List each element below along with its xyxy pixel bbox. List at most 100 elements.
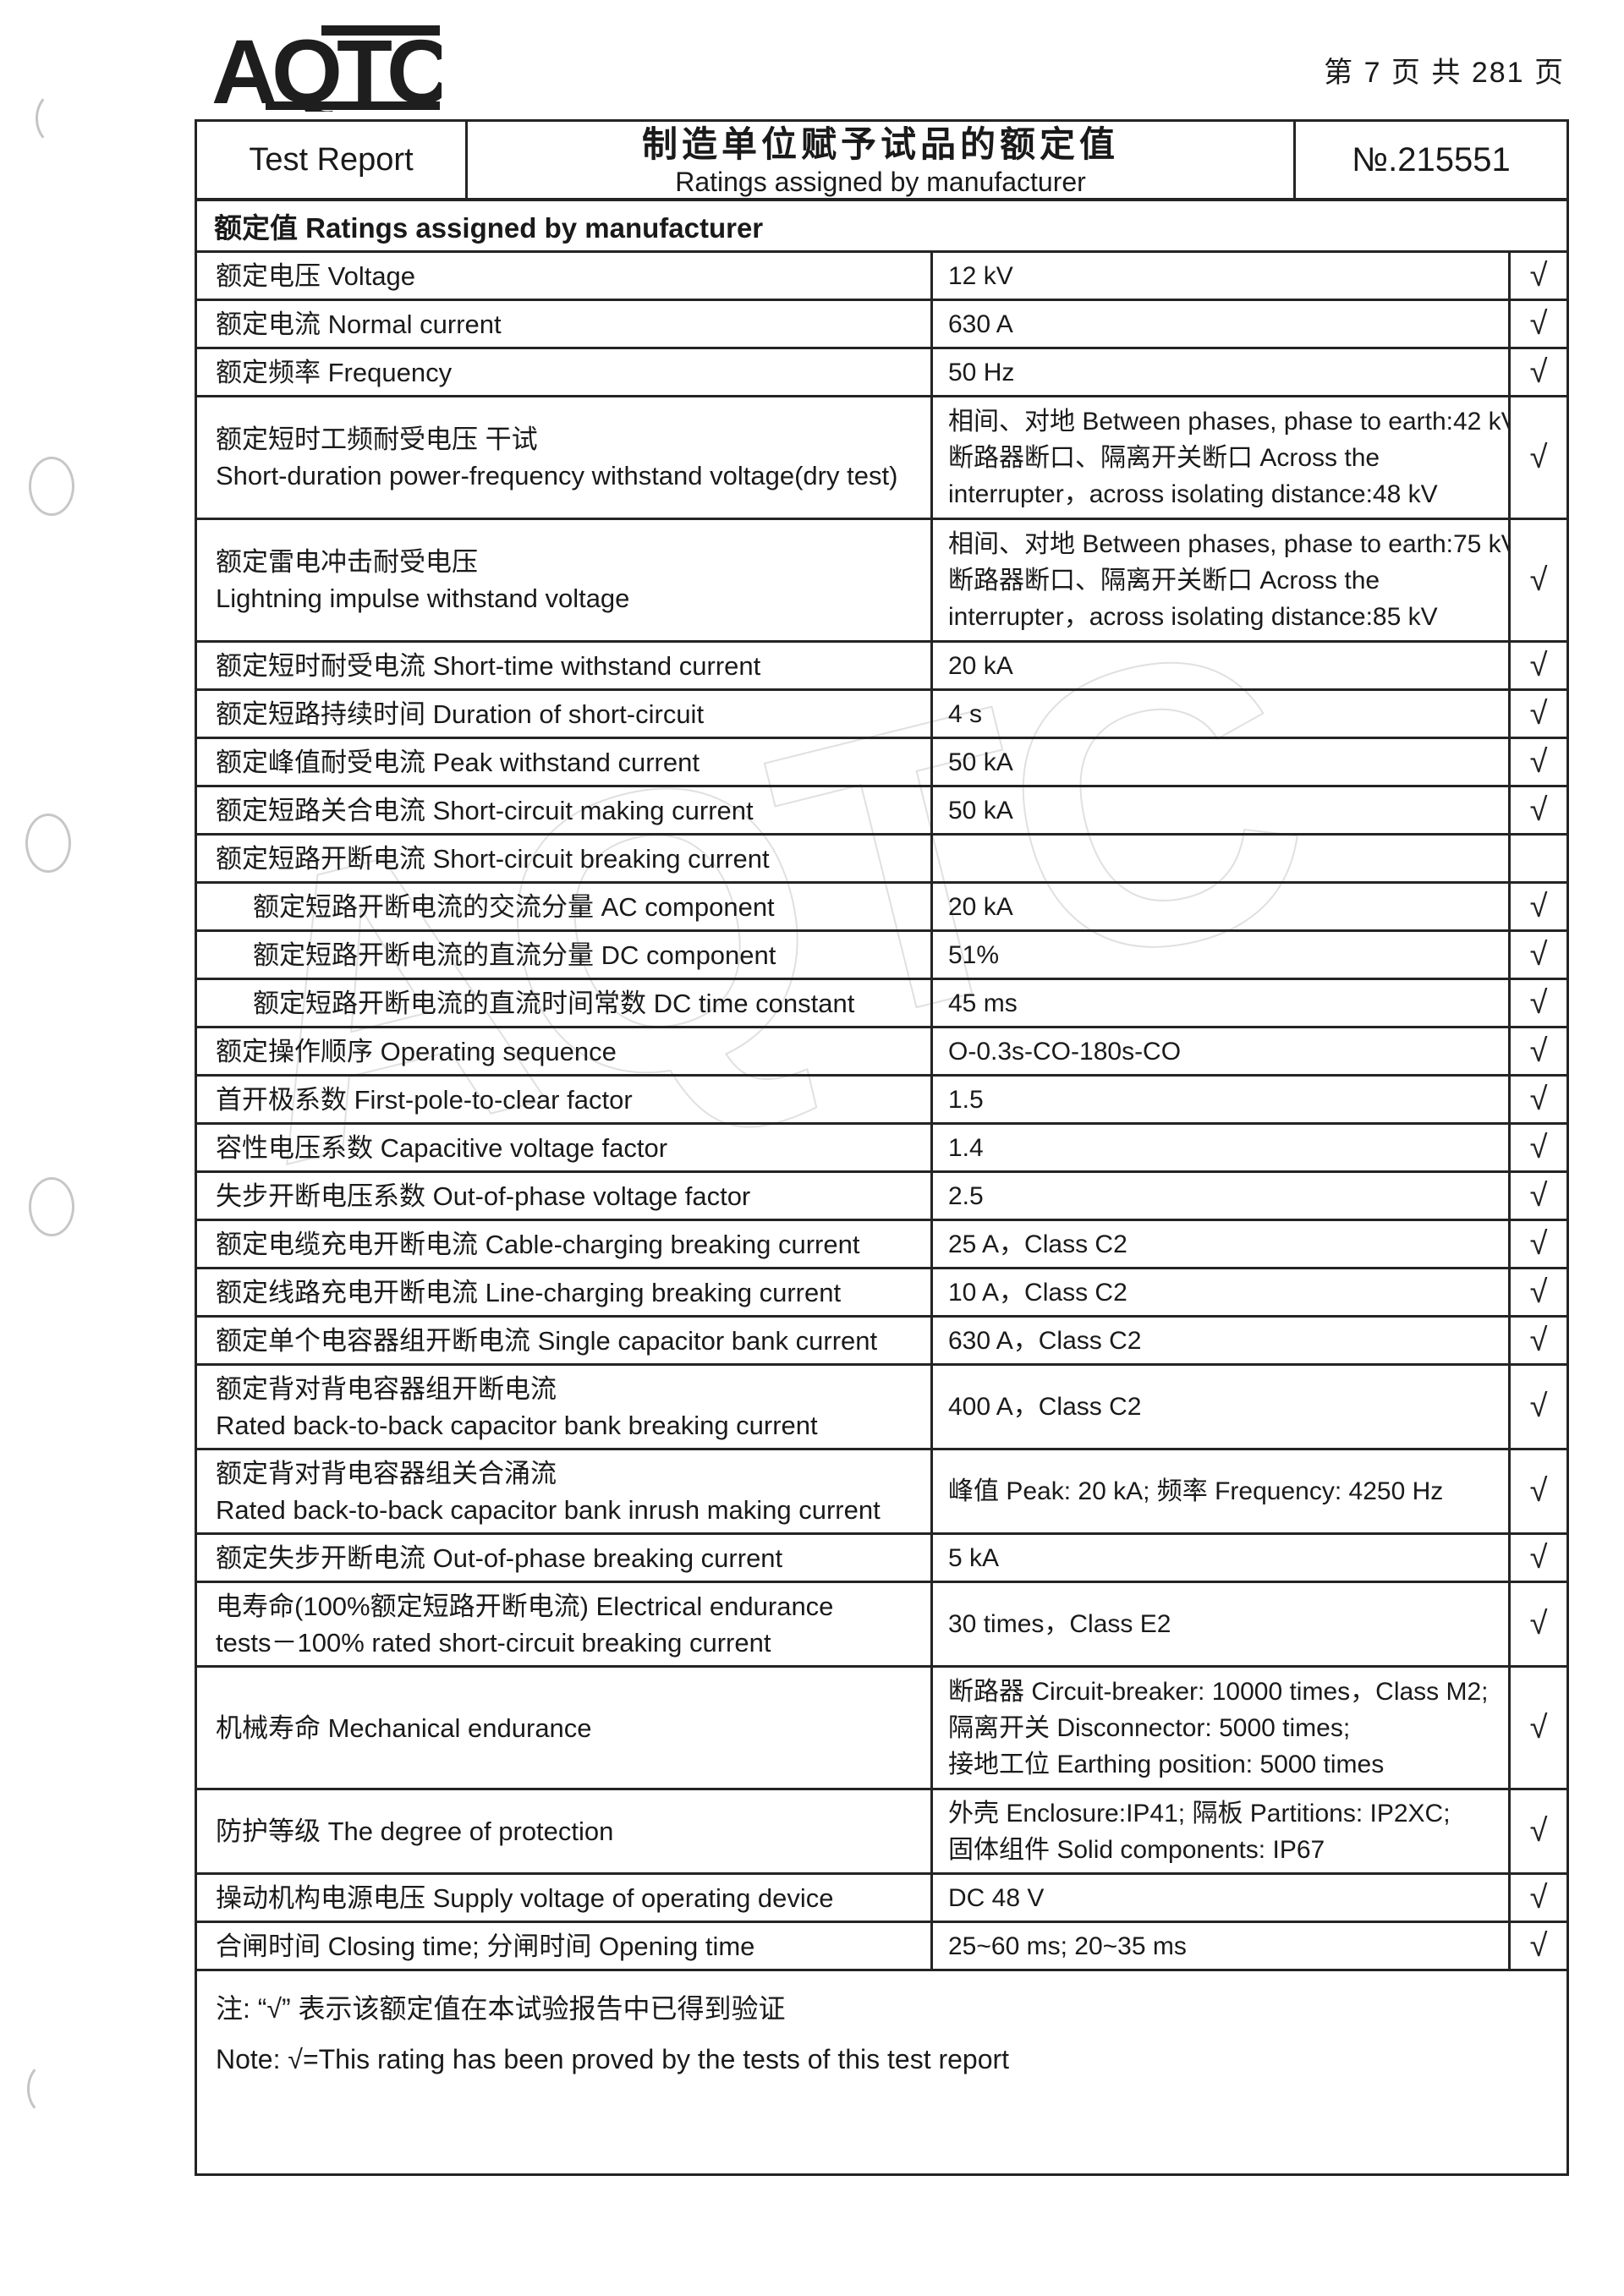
rating-label-cell: 额定短时工频耐受电压 干试 Short-duration power-freque… bbox=[195, 395, 933, 520]
value-line: 外壳 Enclosure:IP41; 隔板 Partitions: IP2XC; bbox=[948, 1799, 1451, 1827]
rating-label-cell: 额定电缆充电开断电流 Cable-charging breaking curre… bbox=[195, 1219, 933, 1269]
check-icon: √ bbox=[1529, 743, 1548, 780]
check-icon: √ bbox=[1529, 353, 1548, 390]
rating-check-cell: √ bbox=[1508, 640, 1569, 691]
rating-label-cell: 额定雷电冲击耐受电压 Lightning impulse withstand vo… bbox=[195, 518, 933, 643]
table-row: 首开极系数 First-pole-to-clear factor 1.5 √ bbox=[195, 1074, 1569, 1125]
label-line: 额定操作顺序 Operating sequence bbox=[216, 1036, 617, 1066]
check-icon: √ bbox=[1529, 888, 1548, 924]
rating-value-cell: 断路器 Circuit-breaker: 10000 times，Class M… bbox=[930, 1665, 1511, 1790]
rating-check-cell: √ bbox=[1508, 1363, 1569, 1450]
label-line: 额定短路开断电流的交流分量 AC component bbox=[253, 891, 775, 922]
rating-check-cell: √ bbox=[1508, 1921, 1569, 1971]
check-icon: √ bbox=[1529, 562, 1548, 598]
table-row: 失步开断电压系数 Out-of-phase voltage factor 2.5 √ bbox=[195, 1170, 1569, 1221]
rating-value-cell: 12 kV bbox=[930, 250, 1511, 301]
table-row: 额定短路开断电流的直流分量 DC component 51% √ bbox=[195, 929, 1569, 980]
table-row: 额定短路开断电流 Short-circuit breaking current bbox=[195, 833, 1569, 884]
value-line: 1.5 bbox=[948, 1085, 984, 1114]
aqtc-logo-text: AQTC bbox=[213, 24, 442, 112]
value-line: 断路器断口、隔离开关断口 Across the bbox=[948, 566, 1380, 595]
rating-check-cell: √ bbox=[1508, 881, 1569, 932]
section-header: 额定值 Ratings assigned by manufacturer bbox=[195, 198, 1569, 253]
table-row: 额定峰值耐受电流 Peak withstand current 50 kA √ bbox=[195, 737, 1569, 787]
rating-check-cell: √ bbox=[1508, 299, 1569, 349]
page-number: 第 7 页 共 281 页 bbox=[1324, 57, 1565, 89]
check-icon: √ bbox=[1529, 936, 1548, 973]
rating-check-cell: √ bbox=[1508, 1872, 1569, 1923]
value-line: 固体组件 Solid components: IP67 bbox=[948, 1835, 1325, 1864]
table-row: 额定电流 Normal current 630 A √ bbox=[195, 299, 1569, 349]
rating-value-cell: 4 s bbox=[930, 688, 1511, 739]
rating-value-cell: 25~60 ms; 20~35 ms bbox=[930, 1921, 1511, 1971]
check-icon: √ bbox=[1529, 1539, 1548, 1575]
label-line: 失步开断电压系数 Out-of-phase voltage factor bbox=[216, 1181, 751, 1211]
table-row: 额定电缆充电开断电流 Cable-charging breaking curre… bbox=[195, 1219, 1569, 1269]
value-line: 断路器断口、隔离开关断口 Across the bbox=[948, 443, 1380, 472]
rating-value-cell: O-0.3s-CO-180s-CO bbox=[930, 1026, 1511, 1077]
scan-artifact bbox=[27, 2062, 69, 2116]
rating-check-cell: √ bbox=[1508, 978, 1569, 1028]
rating-label-cell: 额定电压 Voltage bbox=[195, 250, 933, 301]
label-line: 额定短路持续时间 Duration of short-circuit bbox=[216, 699, 705, 729]
check-icon: √ bbox=[1529, 1879, 1548, 1915]
check-icon: √ bbox=[1529, 1225, 1548, 1262]
label-line: 额定电流 Normal current bbox=[216, 309, 502, 339]
table-row: 额定雷电冲击耐受电压 Lightning impulse withstand vo… bbox=[195, 518, 1569, 643]
ratings-table: 额定值 Ratings assigned by manufacturer 额定电… bbox=[195, 198, 1569, 2176]
label-line: 额定短时耐受电流 Short-time withstand current bbox=[216, 650, 761, 681]
logo-top-bar bbox=[321, 25, 440, 36]
rating-check-cell: √ bbox=[1508, 1074, 1569, 1125]
rating-label-cell: 失步开断电压系数 Out-of-phase voltage factor bbox=[195, 1170, 933, 1221]
rating-label-cell: 防护等级 The degree of protection bbox=[195, 1788, 933, 1875]
label-line: 额定背对背电容器组开断电流 bbox=[216, 1373, 557, 1404]
label-line: Rated back-to-back capacitor bank inrush… bbox=[216, 1494, 881, 1525]
rating-label-cell: 额定背对背电容器组开断电流 Rated back-to-back capacito… bbox=[195, 1363, 933, 1450]
rating-value-cell: 50 kA bbox=[930, 785, 1511, 836]
value-line: 峰值 Peak: 20 kA; 频率 Frequency: 4250 Hz bbox=[948, 1477, 1444, 1505]
value-line: 4 s bbox=[948, 699, 983, 728]
check-icon: √ bbox=[1529, 792, 1548, 828]
rating-check-cell: √ bbox=[1508, 347, 1569, 397]
note-cell: 注: “√” 表示该额定值在本试验报告中已得到验证 Note: √=This r… bbox=[195, 1969, 1569, 2176]
value-line: 20 kA bbox=[948, 892, 1013, 921]
rating-check-cell: √ bbox=[1508, 395, 1569, 520]
rating-label-cell: 额定线路充电开断电流 Line-charging breaking curren… bbox=[195, 1267, 933, 1318]
label-line: 额定短路开断电流的直流分量 DC component bbox=[253, 940, 776, 970]
rating-label-cell: 额定短路开断电流 Short-circuit breaking current bbox=[195, 833, 933, 884]
value-line: 接地工位 Earthing position: 5000 times bbox=[948, 1750, 1385, 1778]
label-line: 机械寿命 Mechanical endurance bbox=[216, 1712, 592, 1743]
value-line: 25 A，Class C2 bbox=[948, 1230, 1127, 1258]
check-icon: √ bbox=[1529, 1177, 1548, 1214]
rating-check-cell: √ bbox=[1508, 1532, 1569, 1583]
value-line: 10 A，Class C2 bbox=[948, 1278, 1127, 1307]
rating-check-cell: √ bbox=[1508, 1788, 1569, 1875]
table-row: 额定背对背电容器组关合涌流 Rated back-to-back capacito… bbox=[195, 1448, 1569, 1535]
check-icon: √ bbox=[1529, 439, 1548, 475]
rating-check-cell: √ bbox=[1508, 785, 1569, 836]
rating-label-cell: 额定单个电容器组开断电流 Single capacitor bank curre… bbox=[195, 1315, 933, 1366]
rating-value-cell: 相间、对地 Between phases, phase to earth:42 … bbox=[930, 395, 1511, 520]
table-row: 容性电压系数 Capacitive voltage factor 1.4 √ bbox=[195, 1122, 1569, 1173]
check-icon: √ bbox=[1529, 305, 1548, 342]
scan-artifact bbox=[29, 1177, 74, 1236]
label-line: 额定峰值耐受电流 Peak withstand current bbox=[216, 747, 700, 777]
table-row: 机械寿命 Mechanical endurance 断路器 Circuit-bre… bbox=[195, 1665, 1569, 1790]
scan-artifact bbox=[36, 91, 78, 145]
rating-check-cell: √ bbox=[1508, 250, 1569, 301]
value-line: O-0.3s-CO-180s-CO bbox=[948, 1037, 1182, 1066]
rating-value-cell: 400 A，Class C2 bbox=[930, 1363, 1511, 1450]
check-icon: √ bbox=[1529, 1473, 1548, 1509]
check-icon: √ bbox=[1529, 647, 1548, 683]
value-line: 45 ms bbox=[948, 989, 1018, 1017]
rating-value-cell: 10 A，Class C2 bbox=[930, 1267, 1511, 1318]
rating-check-cell: √ bbox=[1508, 1315, 1569, 1366]
label-line: Rated back-to-back capacitor bank breaki… bbox=[216, 1410, 818, 1440]
table-row: 额定短路开断电流的直流时间常数 DC time constant 45 ms √ bbox=[195, 978, 1569, 1028]
check-icon: √ bbox=[1529, 1813, 1548, 1849]
table-row: 额定失步开断电流 Out-of-phase breaking current 5 … bbox=[195, 1532, 1569, 1583]
rating-check-cell: √ bbox=[1508, 1665, 1569, 1790]
value-line: 630 A bbox=[948, 310, 1013, 338]
label-line: 额定线路充电开断电流 Line-charging breaking curren… bbox=[216, 1277, 842, 1307]
table-row: 额定短路持续时间 Duration of short-circuit 4 s √ bbox=[195, 688, 1569, 739]
